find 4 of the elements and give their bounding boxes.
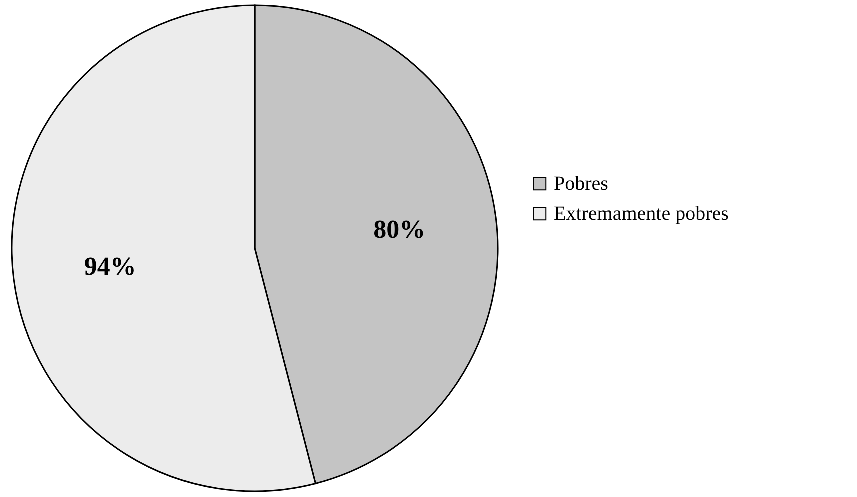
legend-label: Pobres	[554, 172, 609, 195]
legend-label: Extremamente pobres	[554, 202, 730, 225]
data-label: 94%	[84, 252, 136, 281]
data-label: 80%	[374, 215, 426, 244]
